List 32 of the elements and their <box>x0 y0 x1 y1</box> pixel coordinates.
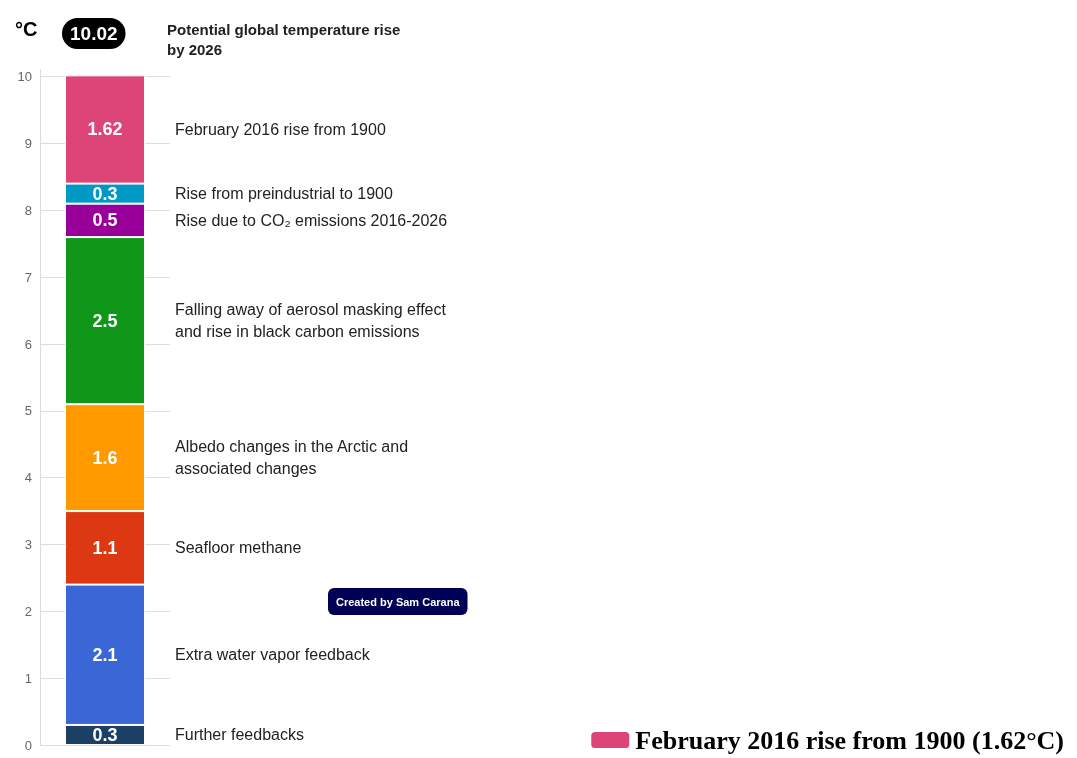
total-label: 10.02 <box>70 23 118 44</box>
series-label: Further feedbacks <box>175 726 304 744</box>
series-label: Extra water vapor feedback <box>175 646 371 664</box>
y-tick-label: 8 <box>24 202 32 218</box>
legend-label: February 2016 rise from 1900 (1.62°C) <box>635 725 1065 755</box>
y-tick-label: 2 <box>24 603 32 619</box>
data-label: 1.62 <box>87 119 123 140</box>
y-tick-label: 5 <box>24 403 32 419</box>
series-label: Seafloor methane <box>175 539 302 557</box>
data-label: 2.5 <box>92 310 118 331</box>
y-tick-label: 6 <box>24 336 32 352</box>
series-label: Falling away of aerosol masking effect and rise in black carbon emissions <box>175 301 447 341</box>
y-tick-label: 9 <box>24 136 32 152</box>
y-tick-label: 7 <box>24 269 32 285</box>
text: Created by Sam Carana <box>336 595 461 608</box>
text: Potential global temperature rise by 2026 <box>167 20 401 58</box>
y-tick-label: 3 <box>24 537 32 553</box>
data-label: 1.1 <box>92 537 118 558</box>
series-label: Rise due to CO₂ emissions 2016-2026 <box>175 211 448 229</box>
text: February 2016 rise from 1900 <box>175 120 386 138</box>
data-label: 2.1 <box>92 644 118 665</box>
y-tick-label: 4 <box>24 470 32 486</box>
y-tick-label: 0 <box>24 737 32 753</box>
series-label: Albedo changes in the Arctic and associated changes <box>175 438 409 478</box>
data-label: 0.5 <box>92 210 118 231</box>
y-tick-label: 1 <box>24 670 32 686</box>
y-axis-title: °C <box>15 18 38 40</box>
data-label: 0.3 <box>92 724 118 745</box>
y-tick-label: 10 <box>17 69 32 85</box>
data-label: 1.6 <box>92 447 118 468</box>
series-label: Rise from preindustrial to 1900 <box>175 185 393 203</box>
data-label: 0.3 <box>92 183 118 204</box>
